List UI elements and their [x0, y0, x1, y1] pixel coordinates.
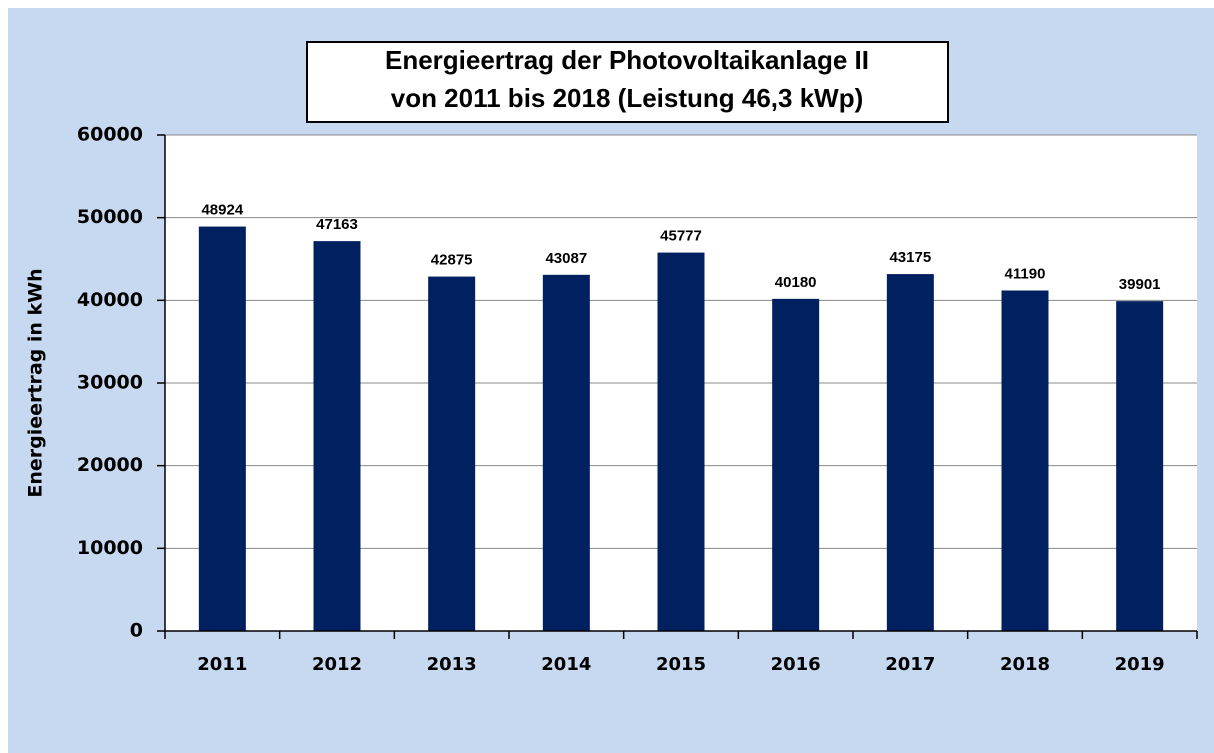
value-label: 43175 [889, 249, 931, 266]
y-tick-label: 0 [130, 620, 143, 642]
y-tick-label: 60000 [77, 124, 143, 146]
bar [198, 226, 246, 632]
y-axis-label: Energieertrag in kWh [25, 268, 47, 497]
bar [772, 298, 820, 631]
bar [657, 252, 705, 632]
x-tick-label: 2018 [1000, 654, 1050, 675]
value-label: 41190 [1005, 265, 1046, 282]
y-tick-label: 50000 [77, 206, 143, 228]
x-tick-label: 2014 [541, 654, 591, 675]
value-label: 48924 [201, 202, 243, 219]
title-box [306, 41, 949, 123]
chart-title: Energieertrag der Photovoltaikanlage II [385, 45, 869, 75]
x-tick-label: 2013 [427, 654, 477, 675]
x-tick-label: 2017 [885, 654, 935, 675]
bar [886, 274, 934, 631]
x-tick-label: 2016 [771, 654, 821, 675]
y-tick-label: 40000 [77, 289, 143, 311]
y-tick-label: 10000 [77, 537, 143, 559]
x-tick-label: 2015 [656, 654, 706, 675]
bar [428, 276, 476, 631]
value-label: 40180 [775, 274, 817, 291]
chart-title: von 2011 bis 2018 (Leistung 46,3 kWp) [391, 83, 864, 113]
x-tick-label: 2012 [312, 654, 362, 675]
bar [313, 241, 361, 631]
value-label: 47163 [316, 216, 358, 233]
bar [1001, 290, 1049, 631]
x-tick-label: 2019 [1115, 654, 1165, 675]
value-label: 43087 [545, 250, 587, 267]
bar [1116, 301, 1164, 631]
value-label: 39901 [1119, 276, 1161, 293]
bar [542, 274, 590, 631]
value-label: 45777 [660, 228, 702, 245]
y-tick-label: 20000 [77, 454, 143, 476]
value-label: 42875 [431, 252, 473, 269]
y-tick-label: 30000 [77, 372, 143, 394]
x-tick-label: 2011 [197, 654, 247, 675]
